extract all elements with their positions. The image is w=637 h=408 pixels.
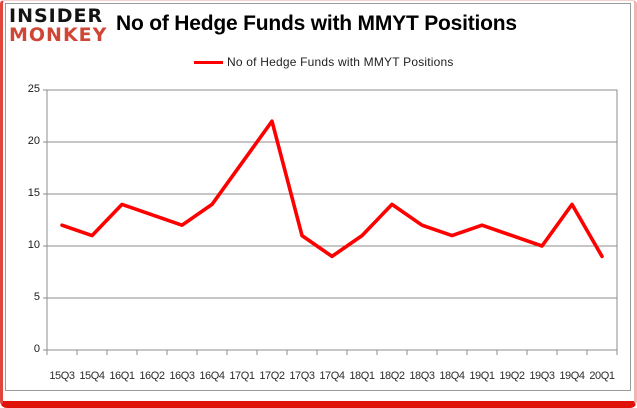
x-axis-label-19Q3: 19Q3 [529,370,555,382]
y-axis-label-5: 5 [33,291,40,303]
x-axis-label-19Q1: 19Q1 [469,370,495,382]
y-axis-label-10: 10 [27,239,40,251]
y-axis-label-20: 20 [27,135,40,147]
logo-monkey-text: MONKEY [9,24,108,46]
x-axis-label-19Q2: 19Q2 [499,370,525,382]
y-axis-label-25: 25 [27,83,40,95]
insider-monkey-logo: INSIDER MONKEY [9,5,108,46]
x-axis-label-16Q3: 16Q3 [169,370,195,382]
x-axis-label-17Q2: 17Q2 [259,370,285,382]
x-axis-label-16Q1: 16Q1 [109,370,135,382]
legend-line-swatch [194,60,223,64]
x-axis-label-17Q4: 17Q4 [319,370,345,382]
x-axis-label-18Q4: 18Q4 [439,370,465,382]
series-line [60,119,604,259]
x-axis-label-16Q4: 16Q4 [199,370,225,382]
plot-border [46,89,618,351]
x-axis-label-16Q2: 16Q2 [139,370,165,382]
y-axis-label-0: 0 [33,343,40,355]
logo-insider-text: INSIDER [9,5,104,27]
legend: No of Hedge Funds with MMYT Positions [194,55,454,69]
chart-area-border [5,3,631,391]
chart-title: No of Hedge Funds with MMYT Positions [116,12,517,35]
x-axis-label-18Q1: 18Q1 [349,370,375,382]
x-axis-label-17Q3: 17Q3 [289,370,315,382]
x-axis-label-17Q1: 17Q1 [229,370,255,382]
x-axis-label-18Q2: 18Q2 [379,370,405,382]
x-axis-label-20Q1: 20Q1 [589,370,615,382]
x-axis-label-15Q3: 15Q3 [49,370,75,382]
x-axis-label-19Q4: 19Q4 [559,370,585,382]
legend-label: No of Hedge Funds with MMYT Positions [227,55,454,69]
x-axis-label-18Q3: 18Q3 [409,370,435,382]
y-axis-label-15: 15 [27,187,40,199]
x-axis-label-15Q4: 15Q4 [79,370,105,382]
